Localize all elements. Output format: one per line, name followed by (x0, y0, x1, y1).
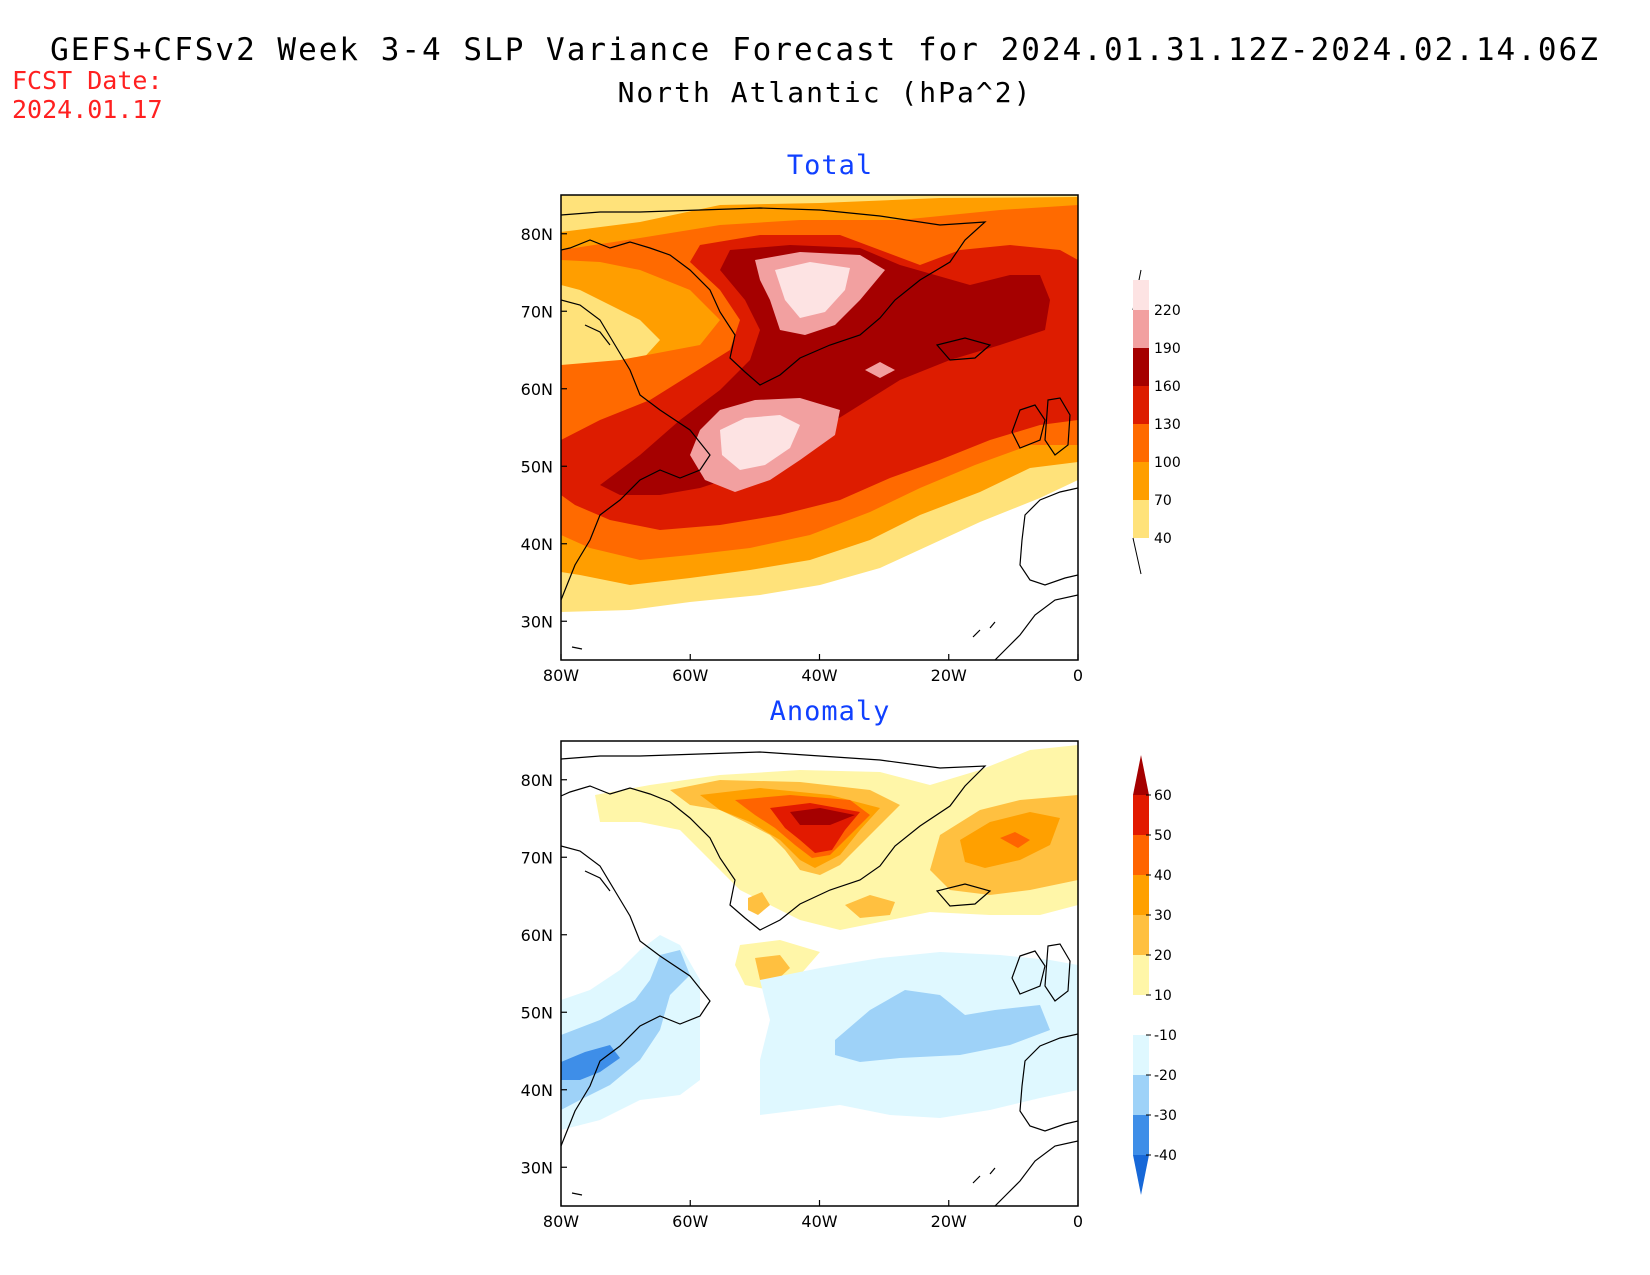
lat-label: 80N (521, 225, 553, 244)
colorbar-box (1133, 280, 1149, 310)
lon-label: 0 (1073, 666, 1083, 685)
colorbar-bottom-edge (1132, 537, 1142, 575)
chart-subtitle: North Atlantic (hPa^2) (617, 76, 1033, 109)
colorbar-label: 70 (1154, 493, 1172, 509)
lon-label: 60W (672, 666, 708, 685)
lon-label: 80W (543, 666, 579, 685)
lat-label: 60N (521, 380, 553, 399)
colorbar-label: 130 (1154, 417, 1181, 433)
colorbar-label: 190 (1154, 341, 1181, 357)
lat-label: 70N (521, 302, 553, 321)
colorbar-box (1133, 348, 1149, 386)
lat-label: 50N (521, 457, 553, 476)
colorbar-label: 40 (1154, 531, 1172, 547)
colorbar-box (1133, 500, 1149, 538)
lat-label: 30N (521, 612, 553, 631)
colorbar-label: 220 (1154, 303, 1181, 319)
fcst-date-label: FCST Date: (12, 66, 163, 95)
panel-title-total: Total (786, 150, 874, 181)
total-contour-190-spot (865, 362, 895, 378)
colorbar-label: 160 (1154, 379, 1181, 395)
total-contour-220-north (775, 262, 850, 318)
lat-label: 40N (521, 535, 553, 554)
chart-title: GEFS+CFSv2 Week 3-4 SLP Variance Forecas… (50, 32, 1600, 68)
total-contour-220-south (720, 415, 800, 470)
lon-label: 40W (801, 666, 837, 685)
colorbar-label: 100 (1154, 455, 1181, 471)
colorbar-box (1133, 386, 1149, 424)
colorbar-box (1133, 462, 1149, 500)
colorbar-box (1133, 310, 1149, 348)
panel-title-anomaly: Anomaly (769, 696, 891, 727)
colorbar-box (1133, 424, 1149, 462)
total-coastlines (561, 207, 1078, 660)
fcst-date-value: 2024.01.17 (12, 95, 163, 124)
lon-label: 20W (931, 666, 967, 685)
